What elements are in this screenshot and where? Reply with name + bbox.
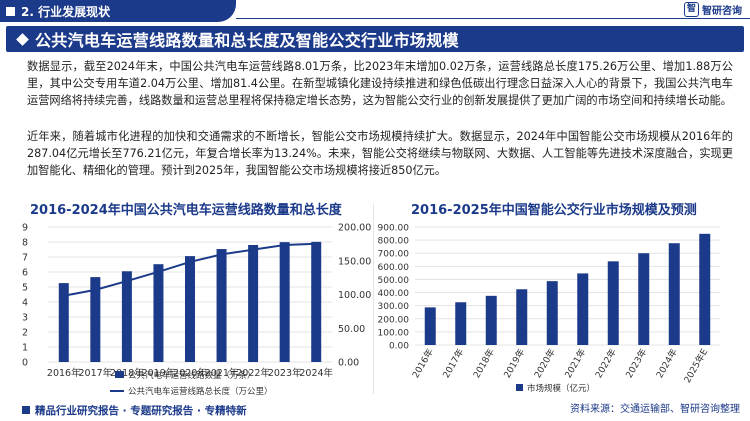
bar	[279, 242, 290, 362]
bar	[90, 277, 101, 362]
brand-logo: 智 智研咨询	[684, 2, 742, 17]
bar	[668, 243, 680, 345]
y-right-tick-label: 150.00	[338, 256, 371, 267]
y-left-tick-label: 3	[22, 313, 28, 324]
x-tick-label: 2017年	[78, 367, 112, 379]
bar	[699, 233, 711, 345]
paragraph-1: 数据显示，截至2024年末，中国公共汽电车运营线路8.01万条，比2023年末增…	[27, 60, 733, 107]
footer: 精品行业研究报告 · 专题研究报告 · 专精特新 资料来源：交通运输部、智研咨询…	[0, 400, 750, 421]
x-tick-label: 2016年	[47, 367, 81, 379]
y-tick-label: 0.00	[389, 342, 409, 352]
y-left-tick-label: 6	[22, 268, 28, 279]
y-tick-label: 700.00	[378, 250, 410, 260]
y-right-tick-label: 0.00	[338, 358, 359, 369]
x-tick-label: 2024年	[654, 347, 680, 381]
bar	[248, 245, 259, 362]
brand-name: 智研咨询	[702, 6, 742, 17]
bar	[424, 307, 436, 345]
bar	[311, 241, 322, 362]
x-tick-label: 2023年	[623, 347, 649, 381]
bar	[153, 264, 164, 362]
chart-1-title: 2016-2024年中国公共汽电车运营线路数量和总长度	[30, 203, 342, 218]
title-bar: 公共汽电车运营线路数量和总长度及智能公交行业市场规模	[6, 26, 744, 52]
y-tick-label: 800.00	[378, 237, 410, 247]
x-tick-label: 2024年	[299, 367, 333, 379]
y-right-tick-label: 100.00	[338, 290, 371, 301]
bar	[516, 289, 528, 345]
footer-square-icon	[22, 406, 30, 414]
y-left-tick-label: 7	[22, 253, 28, 264]
bar	[577, 273, 589, 345]
chart-2-smart-bus-market-size: 0.00 100.00 200.00 300.00 400.00 500.00 600.00…	[378, 224, 720, 394]
x-tick-label: 2019年	[142, 367, 176, 379]
bar	[607, 261, 619, 345]
header-rule	[236, 18, 750, 19]
chart-1-route-count-and-length: 0 1 2 3 4 5 6 7 8 9 0.00 50.00 100.00 150.00 200.00 201…	[22, 223, 371, 398]
y-left-tick-label: 0	[22, 358, 28, 369]
y-tick-label: 900.00	[378, 224, 410, 234]
y-left-tick-label: 2	[22, 328, 28, 339]
y-tick-label: 200.00	[378, 315, 410, 325]
chart-divider	[373, 204, 374, 394]
x-tick-label: 2025年E	[681, 346, 710, 385]
legend-entry: 市场规模（亿元）	[527, 383, 595, 394]
y-tick-label: 600.00	[378, 263, 410, 273]
x-tick-label: 2020年	[532, 347, 558, 381]
y-right-tick-label: 50.00	[338, 324, 365, 335]
x-tick-label: 2017年	[440, 347, 466, 381]
bar	[485, 295, 497, 345]
x-tick-label: 2022年	[593, 347, 619, 381]
section-label: 2. 行业发展现状	[21, 4, 111, 19]
x-tick-label: 2023年	[268, 367, 302, 379]
x-tick-label: 2022年	[236, 367, 270, 379]
footer-tagline: 精品行业研究报告 · 专题研究报告 · 专精特新	[35, 405, 247, 417]
diamond-icon	[16, 32, 29, 46]
bar	[216, 249, 227, 362]
bar	[121, 271, 132, 362]
x-tick-label: 2021年	[562, 347, 588, 381]
y-tick-label: 300.00	[378, 302, 410, 312]
y-left-tick-label: 4	[22, 298, 28, 309]
section-square-icon	[6, 6, 15, 16]
page-title: 公共汽电车运营线路数量和总长度及智能公交行业市场规模	[35, 31, 459, 50]
brand-logo-icon: 智	[684, 2, 699, 17]
legend-entry: 公共汽电车运营线路数量（万条）	[128, 370, 256, 381]
y-left-tick-label: 1	[22, 343, 28, 354]
x-tick-label: 2018年	[471, 347, 497, 381]
x-tick-label: 2021年	[205, 367, 239, 379]
x-tick-label: 2019年	[501, 347, 527, 381]
y-left-tick-label: 8	[22, 238, 28, 249]
y-left-tick-label: 9	[22, 223, 28, 234]
x-tick-label: 2020年	[173, 367, 207, 379]
paragraph-2: 近年来，随着城市化进程的加快和交通需求的不断增长，智能公交市场规模持续扩大。数据…	[27, 130, 733, 177]
legend-bar-swatch	[115, 371, 124, 378]
y-left-tick-label: 5	[22, 283, 28, 294]
bar	[455, 302, 467, 345]
top-bar: 2. 行业发展现状 智 智研咨询	[0, 0, 750, 24]
legend-entry: 公共汽电车运营线路总长度（万公里）	[128, 386, 273, 397]
source-note: 资料来源：交通运输部、智研咨询整理	[570, 404, 740, 415]
y-right-tick-label: 200.00	[338, 223, 371, 234]
bar	[638, 253, 650, 345]
y-tick-label: 400.00	[378, 289, 410, 299]
x-tick-label: 2016年	[410, 347, 436, 381]
series-line	[63, 242, 317, 297]
bar	[58, 283, 69, 362]
legend-bar-swatch	[516, 384, 523, 391]
y-tick-label: 100.00	[378, 328, 410, 338]
bar	[185, 256, 195, 362]
section-tab: 2. 行业发展现状	[0, 0, 236, 22]
bar	[546, 281, 558, 345]
chart-2-title: 2016-2025年中国智能公交行业市场规模及预测	[411, 203, 697, 218]
y-tick-label: 500.00	[378, 276, 410, 286]
